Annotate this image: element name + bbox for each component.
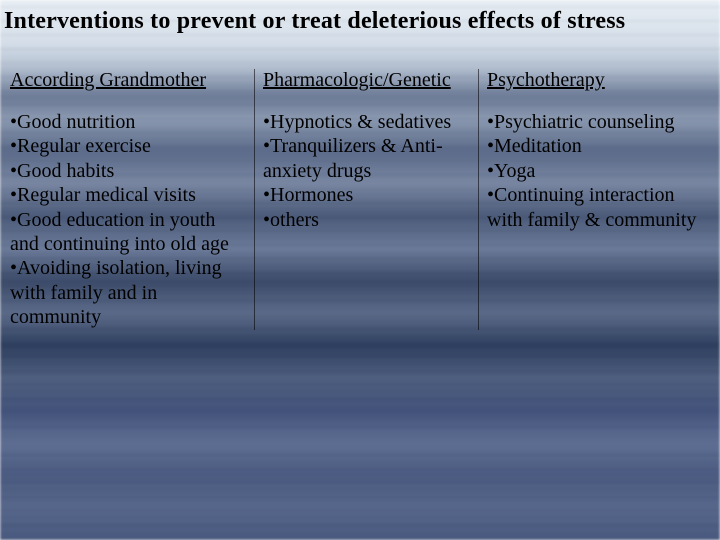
slide-content: Interventions to prevent or treat delete… [0,0,720,330]
columns-container: According Grandmother •Good nutrition •R… [0,69,720,330]
bullet-icon: • [263,111,270,133]
bullet-icon: • [10,257,17,279]
list-item: •Regular exercise [10,134,246,158]
list-item: •Psychiatric counseling [487,110,702,134]
column-pharmacologic: Pharmacologic/Genetic •Hypnotics & sedat… [254,69,478,330]
list-item: •Avoiding isolation, living with family … [10,256,246,329]
item-text: Hypnotics & sedatives [270,111,451,133]
column-psychotherapy: Psychotherapy •Psychiatric counseling •M… [478,69,710,330]
bullet-icon: • [487,160,494,182]
item-text: Yoga [494,160,535,182]
column-heading: Psychotherapy [487,69,702,92]
column-heading: Pharmacologic/Genetic [263,69,470,92]
list-item: •Regular medical visits [10,183,246,207]
bullet-icon: • [10,184,17,206]
list-item: •Meditation [487,134,702,158]
bullet-icon: • [263,184,270,206]
bullet-icon: • [10,111,17,133]
list-item: •Yoga [487,159,702,183]
item-text: Good nutrition [17,111,135,133]
list-item: •Continuing interaction with family & co… [487,183,702,232]
bullet-icon: • [487,184,494,206]
bullet-icon: • [10,160,17,182]
list-item: •Good education in youth and continuing … [10,208,246,257]
column-heading: According Grandmother [10,69,246,92]
item-text: Hormones [270,184,353,206]
bullet-icon: • [487,111,494,133]
item-text: Regular exercise [17,135,151,157]
item-text: Regular medical visits [17,184,196,206]
bullet-icon: • [10,135,17,157]
item-text: Good habits [17,160,114,182]
bullet-icon: • [487,135,494,157]
list-item: •Hypnotics & sedatives [263,110,470,134]
list-item: •others [263,208,470,232]
bullet-icon: • [263,209,270,231]
list-item: •Hormones [263,183,470,207]
list-item: •Tranquilizers & Anti-anxiety drugs [263,134,470,183]
item-text: Good education in youth and continuing i… [10,209,229,255]
bullet-icon: • [10,209,17,231]
slide-title: Interventions to prevent or treat delete… [0,0,720,35]
list-item: •Good habits [10,159,246,183]
item-text: others [270,209,319,231]
item-text: Continuing interaction with family & com… [487,184,696,230]
list-item: •Good nutrition [10,110,246,134]
bullet-icon: • [263,135,270,157]
item-text: Psychiatric counseling [494,111,675,133]
column-grandmother: According Grandmother •Good nutrition •R… [10,69,254,330]
item-text: Meditation [494,135,582,157]
item-text: Avoiding isolation, living with family a… [10,257,222,328]
item-text: Tranquilizers & Anti-anxiety drugs [263,135,443,181]
